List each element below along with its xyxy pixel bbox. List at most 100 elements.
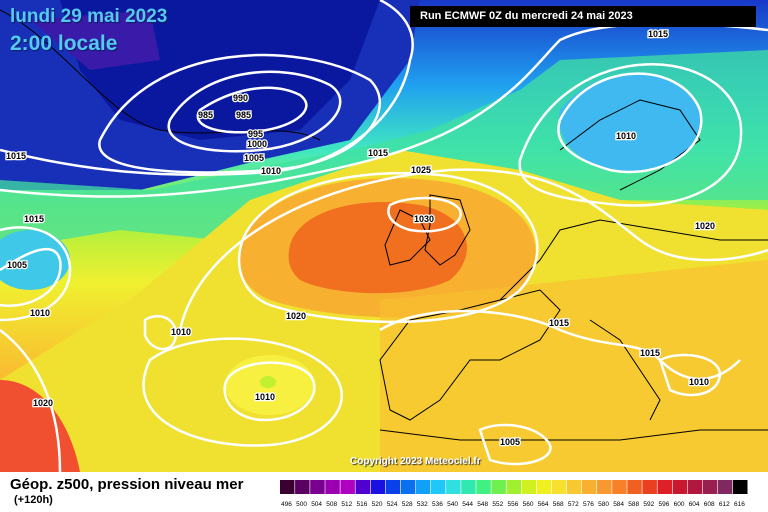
pressure-label: 985 [198,110,213,120]
scale-swatch [597,480,612,494]
scale-swatch [295,480,310,494]
scale-swatch [446,480,461,494]
scale-swatch [521,480,537,494]
scale-swatch [370,480,386,494]
pressure-label: 1010 [30,308,50,318]
pressure-label: 1015 [24,214,44,224]
scandinavian-trough [559,72,702,172]
isobar-1010-cutoff [223,361,316,422]
pressure-label: 1025 [411,165,431,175]
legend-title: Géop. z500, pression niveau mer [10,476,244,493]
scandinavia-outline [559,99,701,191]
scale-swatch [325,480,340,494]
scale-tick-label: 520 [372,501,383,508]
legend-bar: Géop. z500, pression niveau mer (+120h) … [0,472,768,512]
scale-swatch [310,480,325,494]
scale-tick-label: 540 [447,501,458,508]
scale-tick-label: 556 [508,501,519,508]
pressure-label: 1010 [171,327,191,337]
copyright-notice: Copyright 2023 Meteociel.fr [350,456,481,467]
coastlines [0,9,768,441]
isobar-985 [196,86,308,134]
isobar-1010-small [143,314,178,351]
pressure-label: 1020 [695,221,715,231]
pressure-labels: 985 990 985 995 1000 1005 1010 1015 1015… [5,28,717,449]
geopotential-field: 985 990 985 995 1000 1005 1010 1015 1015… [0,0,768,472]
scale-tick-label: 564 [538,501,549,508]
run-info: Run ECMWF 0Z du mercredi 24 mai 2023 [410,6,756,27]
pressure-label: 1030 [414,214,434,224]
scale-swatch [385,480,401,494]
isobar-1010-balkans [658,353,722,397]
isobar-1010-scandi [557,72,703,174]
scale-tick-label: 560 [523,501,534,508]
scale-tick-label: 568 [553,501,564,508]
pressure-label: 1005 [7,260,27,270]
pressure-label: 1020 [33,398,53,408]
scale-swatch [672,480,688,494]
cutoff-low-center [260,376,276,388]
scale-tick-label: 596 [659,501,670,508]
pressure-label: 1015 [648,29,668,39]
scale-tick-label: 552 [492,501,503,508]
scale-tick-label: 536 [432,501,443,508]
scale-swatch [415,480,431,494]
isobar-1020 [178,168,768,331]
deep-trough-zone [30,10,160,70]
scale-swatch [340,480,355,494]
scale-tick-label: 500 [296,501,307,508]
scale-tick-label: 576 [583,501,594,508]
scale-swatch [687,480,703,494]
forecast-time: 2:00 locale [10,32,118,55]
scale-tick-label: 580 [598,501,609,508]
italy-outline [589,319,661,421]
isobar-1015-scandi [518,62,743,207]
scale-swatch [657,480,672,494]
scale-tick-label: 496 [281,501,292,508]
pressure-label: 1010 [689,377,709,387]
pressure-label: 1020 [286,311,306,321]
isobar-1005-africa [478,423,552,466]
greenland-coast [0,9,321,141]
pressure-label: 1010 [261,166,281,176]
scale-tick-label: 512 [341,501,352,508]
isobar-1005 [98,53,382,174]
west-low-zone [0,230,70,290]
scale-swatch [506,480,521,494]
isobar-995 [167,70,342,153]
scale-tick-label: 504 [311,501,322,508]
isobar-1010 [0,0,414,177]
ireland-outline [384,209,431,266]
pressure-label: 1000 [247,139,267,149]
pressure-label: 1010 [255,392,275,402]
isobar-1015-south [379,309,741,381]
legend-subtitle: (+120h) [14,494,53,506]
scale-swatch [491,480,506,494]
scale-swatch [733,480,748,494]
scale-tick-label: 604 [689,501,700,508]
pressure-label: 1015 [368,148,388,158]
scale-swatch [536,480,552,494]
isobar-1030 [387,196,462,233]
scale-swatch [355,480,370,494]
isobar-1005-west [0,247,62,308]
scale-tick-label: 508 [326,501,337,508]
forecast-date: lundi 29 mai 2023 [10,6,168,27]
scale-swatch [551,480,567,494]
scale-tick-label: 616 [734,501,745,508]
north-africa-coast [379,429,768,441]
pressure-label: 1005 [500,437,520,447]
scale-swatch [717,480,733,494]
scale-tick-label: 608 [704,501,715,508]
scale-swatch [400,480,416,494]
pressure-label: 1015 [6,151,26,161]
scale-swatch [461,480,476,494]
scale-tick-label: 612 [719,501,730,508]
isobar-1020-sw [0,329,62,472]
scale-tick-label: 572 [568,501,579,508]
scale-swatch [566,480,582,494]
scale-tick-label: 524 [387,501,398,508]
weather-map: 985 990 985 995 1000 1005 1010 1015 1015… [0,0,768,472]
scale-swatch [702,480,718,494]
scale-swatch [431,480,446,494]
